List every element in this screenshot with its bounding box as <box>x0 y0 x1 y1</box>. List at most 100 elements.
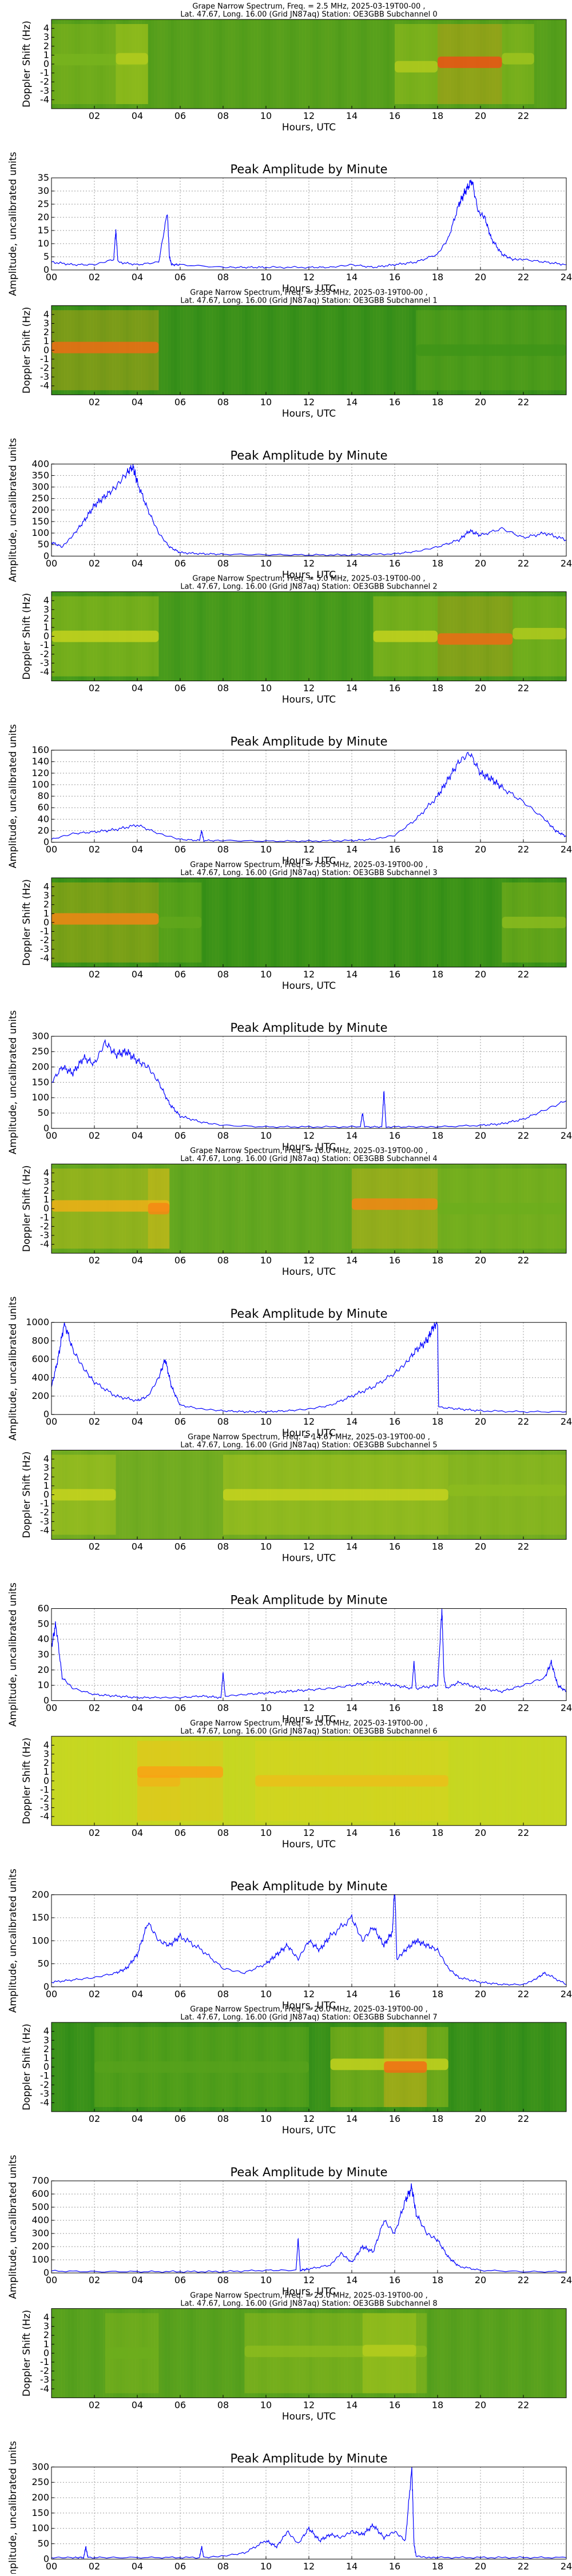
amplitude-ytick-label: 100 <box>31 1092 49 1103</box>
amplitude-xtick-label: 24 <box>561 1416 572 1427</box>
spectrogram-texture <box>196 19 200 109</box>
spectrogram-texture <box>267 877 271 967</box>
spectrogram-texture <box>447 1450 451 1540</box>
spectrogram-texture <box>248 1164 252 1254</box>
amplitude-xtick-label: 10 <box>260 2561 272 2571</box>
spectrum-xtick-label: 20 <box>475 683 486 694</box>
amplitude-xtick-label: 20 <box>475 1130 486 1141</box>
spectrum-ytick-label: 0 <box>43 631 49 642</box>
amplitude-xtick-label: 04 <box>132 1703 143 1714</box>
spectrum-xtick-label: 06 <box>174 110 186 121</box>
amplitude-xtick-label: 16 <box>389 1989 400 1999</box>
amplitude-xlabel: Hours, UTC <box>282 2286 336 2297</box>
spectrogram-texture <box>64 2308 68 2398</box>
spectrogram-texture <box>132 1450 136 1540</box>
amplitude-ytick-label: 5 <box>43 251 49 262</box>
spectrogram-texture <box>470 2308 474 2398</box>
amplitude-ylabel: Amplitude, uncalibrated units <box>7 724 19 868</box>
amplitude-ytick-label: 250 <box>31 1046 49 1057</box>
amplitude-ytick-label: 140 <box>31 756 49 767</box>
spectrogram-texture <box>547 1736 551 1826</box>
spectrogram-texture <box>454 1736 458 1826</box>
spectrogram-texture <box>373 19 377 109</box>
spectrogram-texture <box>86 2308 90 2398</box>
amplitude-xtick-label: 08 <box>217 2275 229 2285</box>
spectrogram-texture <box>492 2308 496 2398</box>
spectrogram-trace <box>395 61 438 73</box>
amplitude-xtick-label: 00 <box>46 1989 57 1999</box>
spectrogram-trace <box>502 916 566 928</box>
spectrogram-texture <box>238 591 242 681</box>
amplitude-xtick-label: 24 <box>561 558 572 569</box>
spectrum-ytick-label: -1 <box>40 2356 49 2367</box>
spectrogram-texture <box>521 1736 525 1826</box>
spectrum-title-line2: Lat. 47.67, Long. 16.00 (Grid JN87aq) St… <box>180 1155 437 1163</box>
spectrogram-texture <box>563 2022 566 2112</box>
spectrogram-texture <box>541 19 545 109</box>
spectrogram-texture <box>337 1164 341 1254</box>
spectrogram-texture <box>67 2308 72 2398</box>
spectrogram-texture <box>257 1164 261 1254</box>
amplitude-frame <box>51 2466 567 2559</box>
spectrogram-texture <box>61 2308 65 2398</box>
spectrogram-texture <box>219 1736 223 1826</box>
amplitude-xtick-label: 12 <box>303 2275 315 2285</box>
spectrogram-texture <box>196 2308 200 2398</box>
spectrogram-texture <box>260 877 264 967</box>
spectrogram-texture <box>511 1736 515 1826</box>
spectrogram-texture <box>541 2308 545 2398</box>
spectrogram-texture <box>209 305 213 395</box>
spectrogram-texture <box>518 2022 522 2112</box>
amplitude-ytick-label: 0 <box>43 2553 49 2564</box>
spectrogram-texture <box>347 1164 351 1254</box>
spectrogram-texture <box>508 2308 512 2398</box>
spectrogram-panel-5: Grape Narrow Spectrum, Freq. = 14.67 MHz… <box>21 1433 567 1564</box>
amplitude-ytick-label: 80 <box>38 790 49 801</box>
amplitude-xtick-label: 02 <box>89 1130 100 1141</box>
spectrogram-texture <box>206 591 210 681</box>
spectrum-ytick-label: -2 <box>40 1507 49 1518</box>
spectrum-xlabel: Hours, UTC <box>282 1266 336 1278</box>
spectrogram-texture <box>309 2022 313 2112</box>
spectrogram-texture <box>257 19 261 109</box>
spectrogram-texture <box>280 591 284 681</box>
spectrum-xtick-label: 16 <box>389 1827 400 1838</box>
spectrogram-texture <box>309 19 313 109</box>
spectrogram-texture <box>215 2308 219 2398</box>
spectrogram-texture <box>241 19 245 109</box>
spectrogram-texture <box>199 1450 203 1540</box>
amplitude-xtick-label: 00 <box>46 1416 57 1427</box>
spectrogram-trace <box>51 913 159 925</box>
spectrum-xtick-label: 10 <box>260 110 272 121</box>
spectrogram-texture <box>531 1736 535 1826</box>
spectrum-ytick-label: 4 <box>43 2312 49 2323</box>
spectrogram-texture <box>353 19 357 109</box>
spectrum-xtick-label: 08 <box>217 396 229 407</box>
spectrum-title-line1: Grape Narrow Spectrum, Freq. = 7.85 MHz,… <box>190 861 427 869</box>
spectrogram-texture <box>495 2022 499 2112</box>
spectrogram-texture <box>183 1450 187 1540</box>
spectrum-ytick-label: -3 <box>40 1230 49 1241</box>
spectrogram-texture <box>399 877 403 967</box>
spectrogram-texture <box>183 305 187 395</box>
spectrogram-texture <box>472 877 476 967</box>
amplitude-ylabel: Amplitude, uncalibrated units <box>7 1583 19 1727</box>
amplitude-xtick-label: 14 <box>346 558 357 569</box>
spectrum-ytick-label: -1 <box>40 2070 49 2081</box>
spectrogram-texture <box>482 2308 486 2398</box>
spectrogram-texture <box>177 1164 181 1254</box>
spectrogram-texture <box>193 305 197 395</box>
amplitude-ytick-label: 200 <box>31 2492 49 2503</box>
spectrum-xtick-label: 16 <box>389 969 400 980</box>
spectrogram-texture <box>209 2308 213 2398</box>
spectrum-ytick-label: -3 <box>40 2088 49 2099</box>
amplitude-ytick-label: 30 <box>38 1649 49 1660</box>
spectrogram-texture <box>559 2022 563 2112</box>
spectrogram-texture <box>148 1450 152 1540</box>
spectrum-xtick-label: 02 <box>89 1827 100 1838</box>
amplitude-ytick-label: 0 <box>43 550 49 561</box>
spectrogram-texture <box>196 305 200 395</box>
spectrogram-texture <box>305 1164 309 1254</box>
spectrum-xtick-label: 04 <box>132 969 143 980</box>
